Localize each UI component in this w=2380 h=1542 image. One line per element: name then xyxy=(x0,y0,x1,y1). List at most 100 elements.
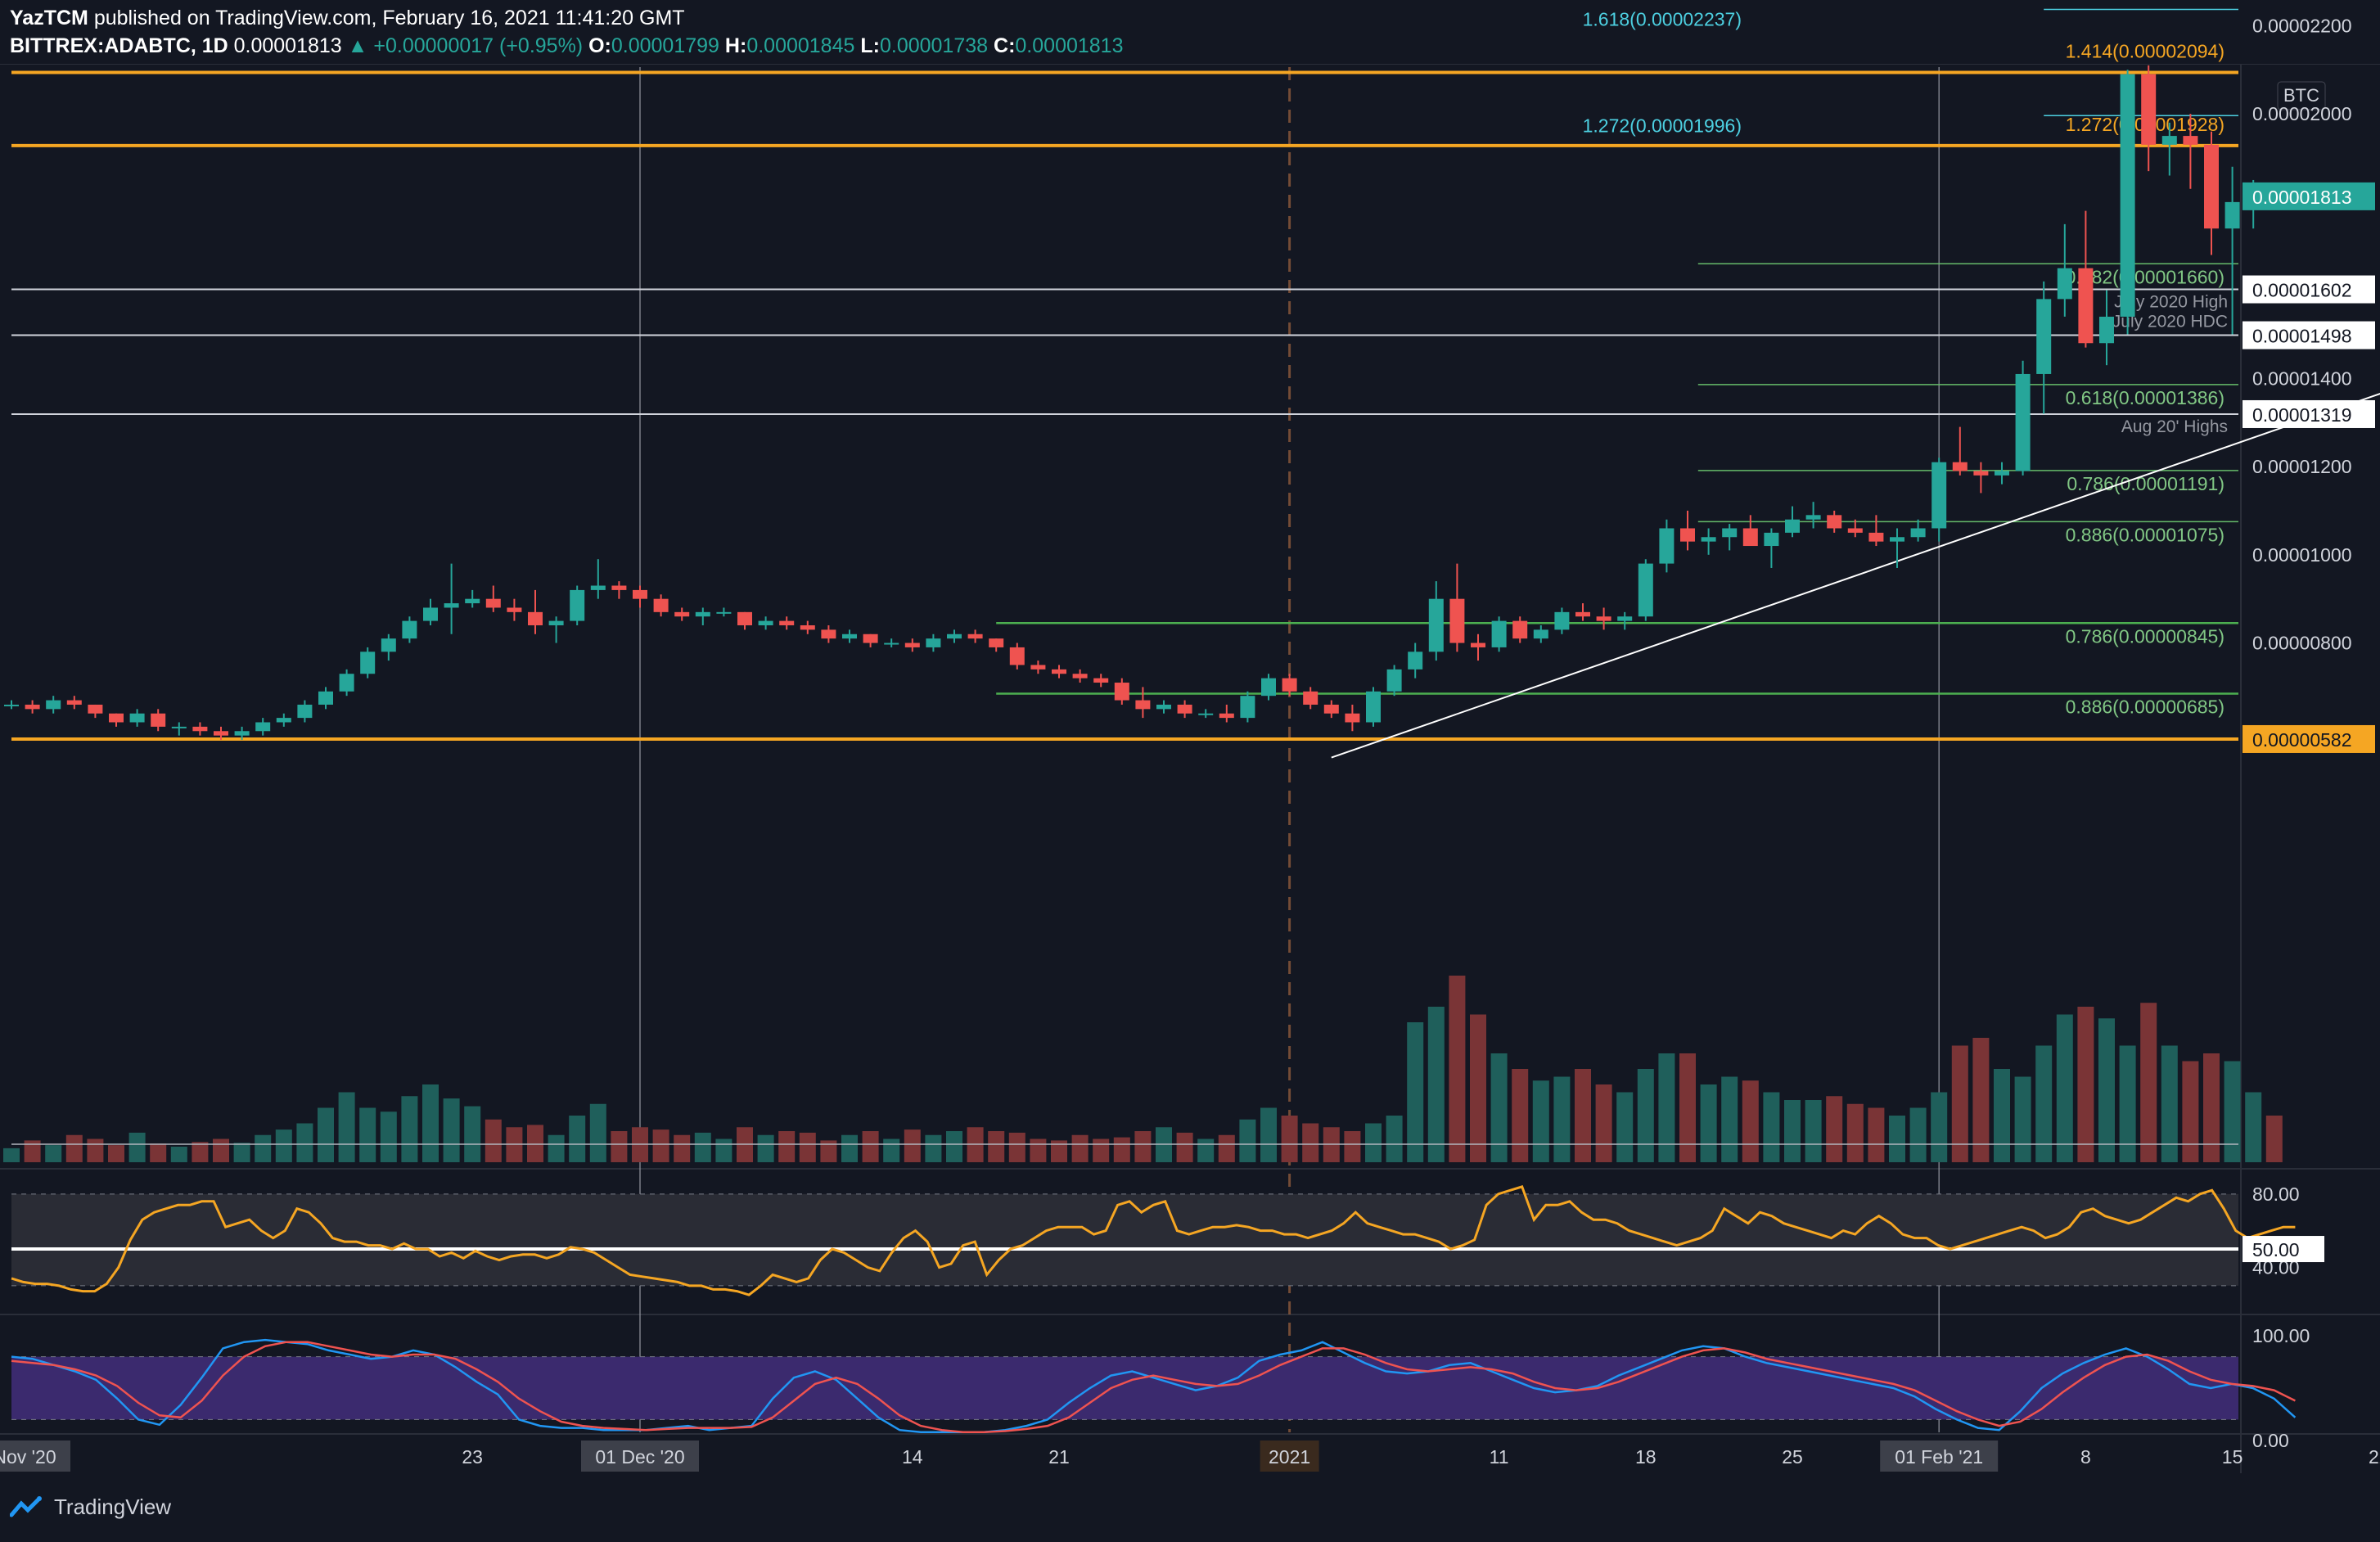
time-axis-box xyxy=(0,1441,70,1472)
time-axis-label: 01 Nov '20 xyxy=(0,1446,56,1468)
time-axis-label: 22 xyxy=(2369,1446,2380,1468)
volume-bar xyxy=(275,1129,292,1162)
candle-body xyxy=(444,603,459,608)
stoch-axis-tick: 0.00 xyxy=(2252,1430,2289,1451)
volume-bar xyxy=(925,1134,942,1162)
candle-body xyxy=(1575,611,1590,617)
candle-body xyxy=(2204,144,2219,229)
candle-body xyxy=(1093,678,1109,683)
volume-bar xyxy=(296,1123,313,1162)
volume-bar xyxy=(359,1107,376,1162)
symbol-info: BITTREX:ADABTC, 1D 0.00001813 ▲ +0.00000… xyxy=(10,34,1124,58)
candle-body xyxy=(4,704,19,706)
volume-bar xyxy=(1134,1131,1152,1162)
candle xyxy=(2204,131,2219,255)
candle xyxy=(1177,700,1192,719)
volume-bar xyxy=(1030,1138,1047,1162)
volume-bar xyxy=(87,1138,104,1162)
candle xyxy=(1303,687,1318,710)
candle-body xyxy=(109,713,124,723)
time-axis-label: 01 Dec '20 xyxy=(595,1446,684,1468)
candle xyxy=(1135,687,1151,719)
rsi-mid-tag xyxy=(2243,1236,2324,1263)
candle-body xyxy=(1554,611,1570,630)
candle xyxy=(926,633,941,652)
price-tag xyxy=(2243,724,2375,753)
candle-body xyxy=(1952,462,1968,471)
candle-body xyxy=(1805,515,1821,520)
candle xyxy=(2057,223,2072,317)
candle xyxy=(381,633,396,661)
time-axis-label: 8 xyxy=(2080,1446,2091,1468)
volume-bar xyxy=(2098,1018,2115,1162)
candle-body xyxy=(276,718,291,723)
candle xyxy=(1219,704,1234,723)
candle xyxy=(2224,166,2240,335)
candle xyxy=(695,607,710,625)
volume-bar xyxy=(192,1142,209,1162)
candle xyxy=(25,700,40,714)
candle xyxy=(842,629,857,643)
volume-bar xyxy=(1826,1096,1843,1162)
candle xyxy=(1366,687,1381,727)
candle-body xyxy=(779,620,795,625)
candle xyxy=(1009,642,1025,670)
volume-bar xyxy=(1637,1069,1654,1162)
candle-body xyxy=(1449,598,1465,643)
time-axis-label: 21 xyxy=(1048,1446,1070,1468)
candle-body xyxy=(2015,373,2031,471)
fib-retracement-label: 0.886(0.00001075) xyxy=(2066,524,2224,545)
candle xyxy=(1428,581,1444,661)
volume-bar xyxy=(65,1134,83,1162)
volume-bar xyxy=(1742,1080,1759,1162)
candle xyxy=(779,616,795,630)
high-value: 0.00001845 xyxy=(746,34,855,57)
candle-body xyxy=(2120,74,2135,317)
candle-body xyxy=(66,700,82,705)
volume-bar xyxy=(1427,1007,1445,1162)
volume-bar xyxy=(422,1084,439,1162)
candle-body xyxy=(548,620,564,625)
tradingview-logo[interactable]: TradingView xyxy=(9,1495,171,1520)
volume-bar xyxy=(24,1140,41,1162)
volume-bar xyxy=(2224,1061,2241,1162)
volume-bar xyxy=(1846,1103,1864,1162)
candle-body xyxy=(863,633,878,643)
candle-body xyxy=(507,607,522,612)
rsi-axis-tick: 80.00 xyxy=(2252,1184,2300,1205)
candle xyxy=(758,616,773,630)
volume-bar xyxy=(2119,1045,2136,1162)
pane-top-border xyxy=(0,64,2380,65)
candle-body xyxy=(1785,519,1800,533)
candle xyxy=(234,726,250,741)
price-change: +0.00000017 (+0.95%) xyxy=(373,34,584,57)
candle xyxy=(1827,510,1842,533)
volume-bar xyxy=(318,1107,334,1162)
volume-bar xyxy=(255,1134,272,1162)
candle xyxy=(1512,616,1528,643)
price-tag xyxy=(2243,275,2375,304)
candle xyxy=(737,611,752,630)
candle xyxy=(800,620,815,634)
candle-body xyxy=(1638,563,1653,617)
candle xyxy=(1890,528,1904,568)
candle-body xyxy=(1408,652,1423,670)
candle-body xyxy=(947,633,962,639)
candle-body xyxy=(171,726,187,728)
candle-body xyxy=(1366,691,1381,723)
candle xyxy=(1973,462,1989,494)
volume-bar xyxy=(2182,1061,2199,1162)
fib-extension-label: 1.618(0.00002237) xyxy=(1583,8,1742,29)
candle xyxy=(1785,506,1800,538)
volume-bar xyxy=(1197,1138,1215,1162)
candle xyxy=(297,700,313,723)
volume-bar xyxy=(1008,1132,1025,1162)
candle-body xyxy=(1009,647,1025,665)
candle xyxy=(548,616,564,643)
candle-body xyxy=(695,611,710,617)
candle-body xyxy=(716,611,732,614)
volume-bar xyxy=(1512,1069,1529,1162)
candle-body xyxy=(214,731,228,736)
price-tag-label: 0.00001602 xyxy=(2252,280,2352,301)
